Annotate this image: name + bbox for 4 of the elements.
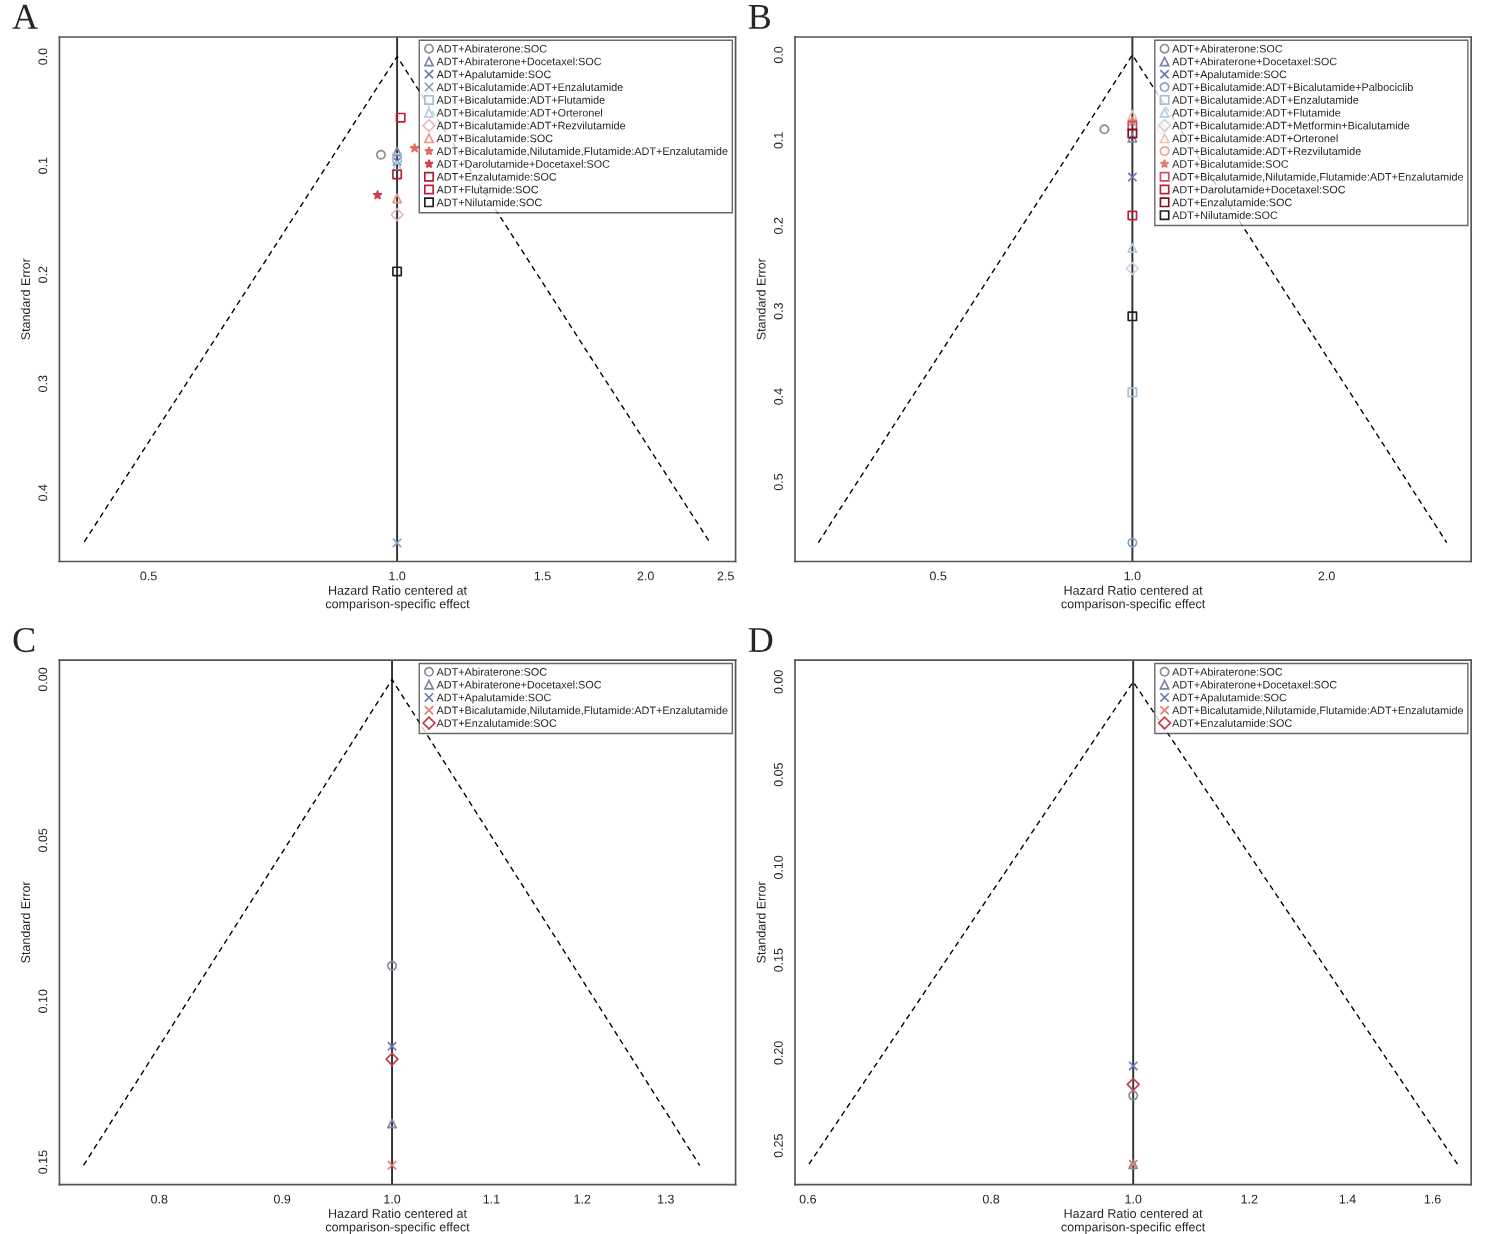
chart-title: B [748, 5, 770, 29]
chart-title: C [13, 627, 35, 653]
chart-title: A [12, 4, 38, 29]
chart-title: D [748, 628, 773, 652]
